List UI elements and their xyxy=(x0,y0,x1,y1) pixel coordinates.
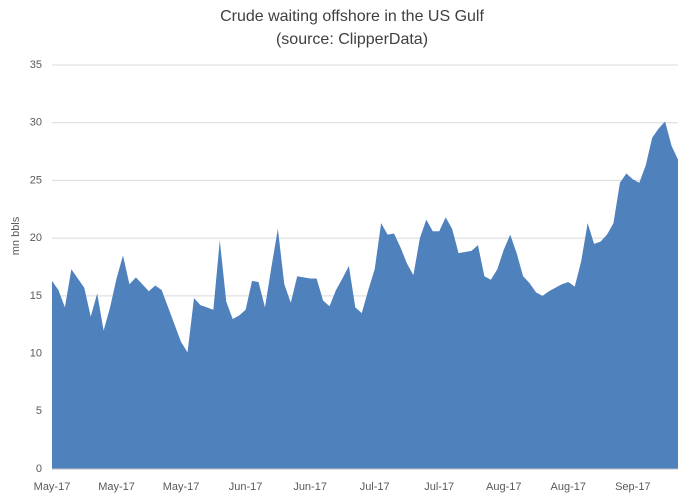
y-axis-label: mn bbls xyxy=(10,216,22,255)
x-tick-label: Sep-17 xyxy=(615,481,650,493)
y-tick-label: 25 xyxy=(30,174,42,186)
x-tick-label: Jun-17 xyxy=(229,481,263,493)
x-tick-label: May-17 xyxy=(98,481,135,493)
y-tick-label: 0 xyxy=(36,463,42,475)
x-tick-label: May-17 xyxy=(34,481,71,493)
x-tick-label: Jun-17 xyxy=(293,481,327,493)
chart-subtitle: (source: ClipperData) xyxy=(276,31,428,48)
y-tick-label: 15 xyxy=(30,290,42,302)
x-tick-label: Aug-17 xyxy=(486,481,521,493)
x-tick-label: May-17 xyxy=(163,481,200,493)
x-tick-label: Jul-17 xyxy=(360,481,390,493)
chart-title: Crude waiting offshore in the US Gulf xyxy=(220,8,484,25)
y-tick-label: 20 xyxy=(30,232,42,244)
y-tick-label: 5 xyxy=(36,405,42,417)
area xyxy=(52,121,678,469)
y-tick-label: 35 xyxy=(30,59,42,71)
y-tick-label: 30 xyxy=(30,117,42,129)
y-tick-label: 10 xyxy=(30,347,42,359)
x-tick-label: Aug-17 xyxy=(551,481,586,493)
x-tick-label: Jul-17 xyxy=(424,481,454,493)
